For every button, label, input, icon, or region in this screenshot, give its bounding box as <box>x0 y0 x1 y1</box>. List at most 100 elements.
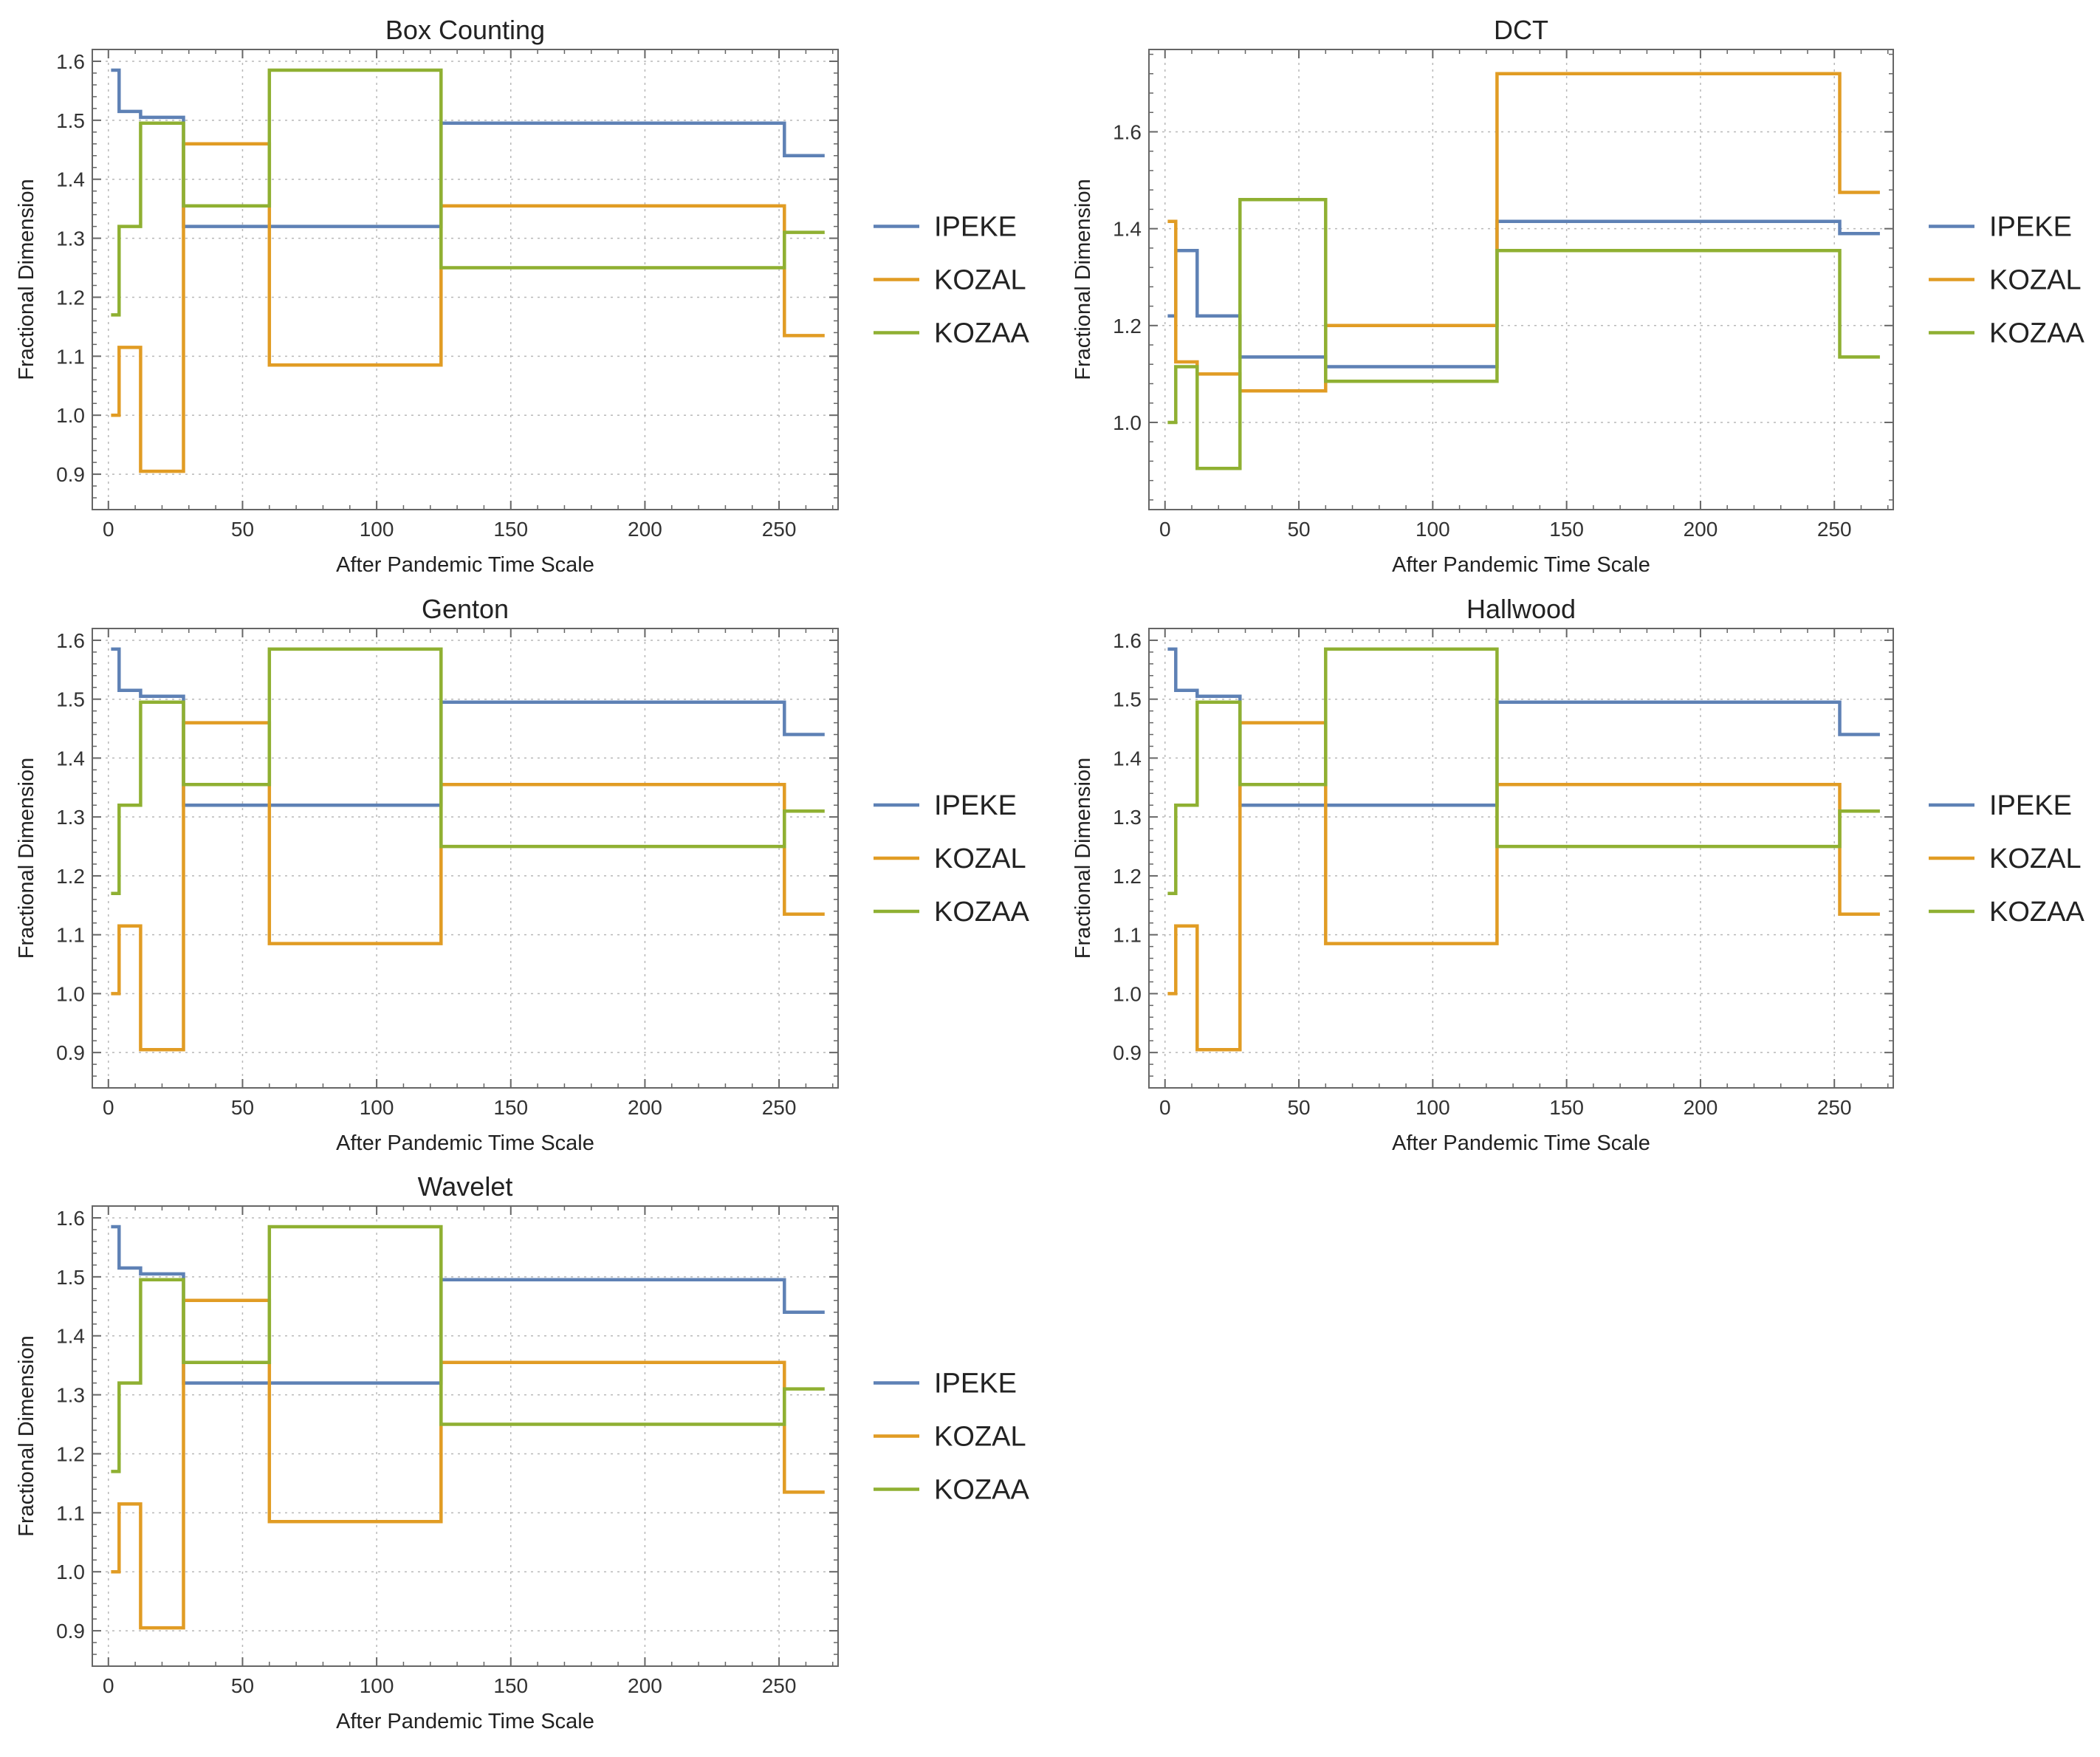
y-tick-label: 1.3 <box>56 1384 85 1407</box>
x-tick-label: 50 <box>231 1096 254 1119</box>
x-tick-label: 0 <box>1159 518 1171 541</box>
x-tick-label: 200 <box>628 1096 662 1119</box>
legend-label-kozaa: KOZAA <box>934 897 1029 928</box>
y-tick-label: 1.0 <box>56 404 85 427</box>
y-tick-label: 1.5 <box>56 688 85 711</box>
legend-label-kozaa: KOZAA <box>934 1475 1029 1506</box>
y-tick-label: 1.1 <box>56 1501 85 1524</box>
x-tick-label: 200 <box>628 1674 662 1697</box>
legend-label-ipeke: IPEKE <box>1989 212 2072 243</box>
x-tick-label: 50 <box>1287 518 1310 541</box>
x-tick-label: 0 <box>103 518 114 541</box>
x-tick-label: 50 <box>231 1674 254 1697</box>
x-axis-label: After Pandemic Time Scale <box>336 553 594 577</box>
x-tick-label: 150 <box>493 1674 528 1697</box>
plot-frame <box>1148 49 1894 510</box>
legend-label-ipeke: IPEKE <box>934 212 1017 243</box>
y-tick-label: 1.0 <box>1113 982 1142 1005</box>
series-line-kozal <box>111 721 825 1052</box>
legend-label-ipeke: IPEKE <box>934 790 1017 821</box>
y-tick-label: 1.1 <box>56 924 85 947</box>
plot-frame <box>92 1205 839 1667</box>
x-tick-label: 150 <box>1549 518 1584 541</box>
y-tick-label: 0.9 <box>56 1620 85 1643</box>
y-tick-label: 1.4 <box>1113 747 1142 770</box>
y-tick-label: 1.2 <box>56 865 85 888</box>
x-tick-label: 200 <box>1684 518 1718 541</box>
y-tick-label: 1.3 <box>1113 806 1142 829</box>
y-tick-label: 1.3 <box>56 227 85 250</box>
x-tick-label: 200 <box>628 518 662 541</box>
panel-box-counting: 0 50 100 150 200 250 0.9 1.0 1.1 1.2 1.3 1.4 1.5 1.6 B… <box>15 15 1029 577</box>
y-tick-label: 1.2 <box>56 1442 85 1465</box>
y-tick-label: 1.0 <box>56 982 85 1005</box>
x-tick-label: 150 <box>1549 1096 1584 1119</box>
series-line-kozaa <box>111 647 825 896</box>
x-tick-label: 100 <box>1416 1096 1450 1119</box>
x-tick-label: 150 <box>493 1096 528 1119</box>
y-tick-label: 1.4 <box>56 1325 85 1348</box>
legend-label-kozal: KOZAL <box>934 843 1026 874</box>
legend-label-kozal: KOZAL <box>1989 843 2082 874</box>
y-tick-label: 1.6 <box>1113 629 1142 652</box>
y-tick-label: 1.6 <box>56 1207 85 1230</box>
legend-label-kozal: KOZAL <box>934 265 1026 296</box>
y-tick-label: 0.9 <box>56 463 85 486</box>
x-tick-label: 150 <box>493 518 528 541</box>
series-line-ipeke <box>1167 219 1880 369</box>
y-tick-label: 0.9 <box>56 1041 85 1064</box>
x-tick-label: 250 <box>1817 518 1852 541</box>
series-line-kozal <box>1167 721 1880 1052</box>
legend-label-kozaa: KOZAA <box>1989 897 2084 928</box>
y-tick-label: 1.1 <box>1113 924 1142 947</box>
y-tick-label: 1.6 <box>1113 120 1142 143</box>
legend-label-ipeke: IPEKE <box>1989 790 2072 821</box>
y-axis-label: Fractional Dimension <box>1071 758 1095 959</box>
x-tick-label: 250 <box>1817 1096 1852 1119</box>
chart-title: Hallwood <box>1466 594 1576 624</box>
y-axis-label: Fractional Dimension <box>15 1335 38 1536</box>
y-tick-label: 1.5 <box>56 1266 85 1289</box>
series-line-kozal <box>111 1298 825 1630</box>
x-tick-label: 50 <box>1287 1096 1310 1119</box>
y-tick-label: 1.4 <box>56 747 85 770</box>
series-line-kozaa <box>1167 647 1880 896</box>
series-line-kozaa <box>111 68 825 317</box>
y-axis-label: Fractional Dimension <box>15 758 38 959</box>
x-tick-label: 0 <box>1159 1096 1171 1119</box>
panel-dct: 0 50 100 150 200 250 1.0 1.2 1.4 1.6 DCT After Pand… <box>1071 15 2084 577</box>
series-line-kozal <box>1167 72 1880 393</box>
x-tick-label: 0 <box>103 1096 114 1119</box>
legend-label-ipeke: IPEKE <box>934 1369 1017 1400</box>
panel-genton: 0 50 100 150 200 250 0.9 1.0 1.1 1.2 1.3 1.4 1.5 1.6 G… <box>15 594 1029 1155</box>
y-tick-label: 1.1 <box>56 345 85 368</box>
x-axis-label: After Pandemic Time Scale <box>336 1131 594 1155</box>
x-tick-label: 50 <box>231 518 254 541</box>
x-axis-label: After Pandemic Time Scale <box>336 1710 594 1733</box>
y-tick-label: 1.6 <box>56 50 85 73</box>
y-tick-label: 0.9 <box>1113 1041 1142 1064</box>
y-tick-label: 1.4 <box>56 168 85 191</box>
plot-frame <box>92 628 839 1089</box>
x-tick-label: 200 <box>1684 1096 1718 1119</box>
y-tick-label: 1.5 <box>56 109 85 132</box>
legend-label-kozal: KOZAL <box>1989 265 2082 296</box>
chart-title: Genton <box>422 594 509 624</box>
chart-title: DCT <box>1494 15 1548 45</box>
x-tick-label: 0 <box>103 1674 114 1697</box>
x-tick-label: 100 <box>1416 518 1450 541</box>
y-tick-label: 1.6 <box>56 629 85 652</box>
chart-title: Box Counting <box>385 15 545 45</box>
y-tick-label: 1.5 <box>1113 688 1142 711</box>
y-axis-label: Fractional Dimension <box>1071 179 1095 380</box>
x-axis-label: After Pandemic Time Scale <box>1392 1131 1650 1155</box>
plot-frame <box>1148 628 1894 1089</box>
legend-label-kozaa: KOZAA <box>934 318 1029 349</box>
series-line-kozaa <box>111 1225 825 1473</box>
x-tick-label: 100 <box>360 1674 394 1697</box>
panel-hallwood: 0 50 100 150 200 250 0.9 1.0 1.1 1.2 1.3 1.4 1.5 1.6 H… <box>1071 594 2084 1155</box>
panel-wavelet: 0 50 100 150 200 250 0.9 1.0 1.1 1.2 1.3 1.4 1.5 1.6 W… <box>15 1171 1029 1733</box>
x-axis-label: After Pandemic Time Scale <box>1392 553 1650 577</box>
plot-frame <box>92 49 839 510</box>
